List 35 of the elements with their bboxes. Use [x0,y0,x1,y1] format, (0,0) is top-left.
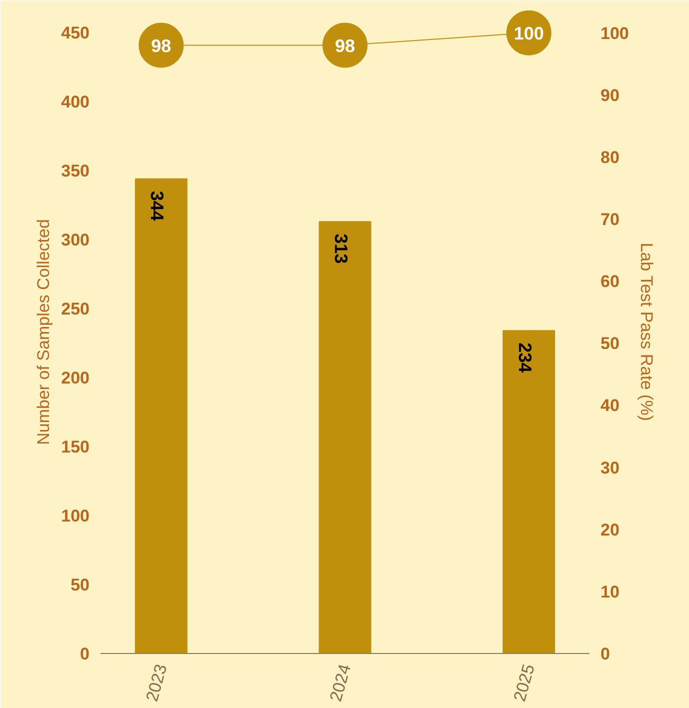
y-tick-label: 0 [80,644,90,664]
x-tick-label: 2023 [142,662,171,704]
y2-tick-label: 40 [600,396,620,416]
y2-tick-label: 50 [600,334,620,354]
y-axis-title: Number of Samples Collected [34,219,54,445]
y-tick-label: 50 [70,576,90,595]
y2-axis-title: Lab Test Pass Rate (%) [636,242,656,421]
data-label: 344 [147,190,168,221]
data-label: 100 [514,23,544,44]
data-label: 98 [334,36,356,56]
bar [502,330,556,654]
y-tick-label: 100 [61,506,90,526]
y2-tick-label: 90 [600,86,620,105]
x-tick-label: 2024 [326,662,355,704]
y-tick-label: 200 [61,368,90,388]
y2-tick-label: 70 [600,210,620,230]
y-tick-label: 350 [61,162,90,181]
bar [318,221,372,654]
y2-tick-label: 10 [600,582,620,602]
y-tick-label: 450 [61,24,90,43]
y2-tick-label: 0 [600,644,610,664]
data-label: 234 [514,342,535,373]
y-tick-label: 300 [61,230,90,250]
bar [134,178,188,654]
y-tick-label: 400 [61,92,90,112]
y2-tick-label: 60 [600,272,620,292]
data-label: 98 [151,36,172,56]
y2-tick-label: 80 [600,148,620,167]
data-label: 313 [331,234,351,264]
y2-tick-label: 100 [600,24,629,43]
y-tick-label: 150 [61,438,90,457]
y2-tick-label: 30 [600,458,620,478]
y-tick-label: 250 [61,300,90,319]
y2-tick-label: 20 [600,520,620,540]
x-tick-label: 2025 [510,662,538,704]
